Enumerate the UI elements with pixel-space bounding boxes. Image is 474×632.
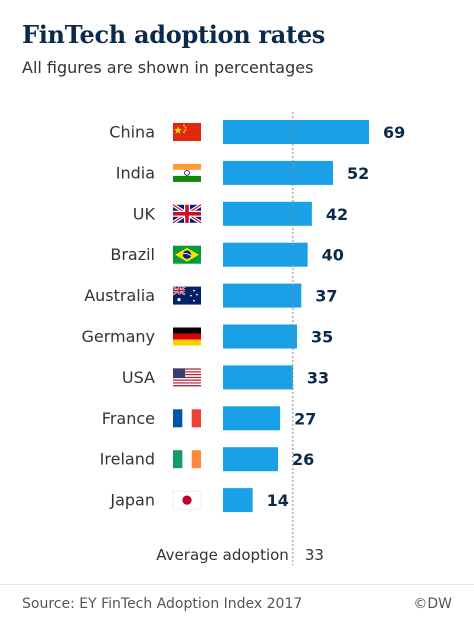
value-label: 52 bbox=[347, 164, 369, 183]
category-label: Brazil bbox=[110, 245, 155, 264]
value-label: 40 bbox=[322, 246, 344, 265]
value-label: 37 bbox=[315, 287, 337, 306]
value-label: 14 bbox=[267, 491, 289, 510]
bar bbox=[223, 447, 279, 472]
bar bbox=[223, 242, 308, 267]
france-flag-icon bbox=[173, 409, 201, 428]
usa-flag-icon bbox=[173, 368, 201, 387]
uk-flag-icon bbox=[172, 203, 202, 225]
category-label: India bbox=[116, 163, 155, 182]
value-label: 35 bbox=[311, 328, 333, 347]
category-label: France bbox=[102, 409, 155, 428]
chart-subtitle: All figures are shown in percentages bbox=[22, 58, 314, 77]
bar bbox=[223, 160, 334, 185]
average-label: Average adoption bbox=[156, 546, 289, 564]
category-label: Germany bbox=[81, 327, 155, 346]
bar bbox=[223, 201, 312, 226]
bar bbox=[223, 365, 293, 390]
bar bbox=[223, 488, 253, 513]
brazil-flag-icon bbox=[173, 245, 201, 264]
bar bbox=[223, 406, 281, 431]
bar bbox=[223, 120, 369, 144]
category-label: Japan bbox=[109, 491, 155, 510]
value-label: 27 bbox=[294, 409, 316, 428]
source-note: Source: EY FinTech Adoption Index 2017 bbox=[22, 596, 303, 612]
value-label: 26 bbox=[292, 450, 314, 469]
footer-divider bbox=[0, 584, 474, 585]
category-label: USA bbox=[122, 368, 155, 387]
chart-title: FinTech adoption rates bbox=[22, 20, 325, 49]
category-label: UK bbox=[133, 204, 156, 223]
value-label: 69 bbox=[383, 123, 405, 142]
bar bbox=[223, 283, 302, 308]
value-label: 33 bbox=[307, 368, 329, 387]
category-label: Ireland bbox=[100, 450, 155, 469]
australia-flag-icon bbox=[172, 285, 201, 305]
bar bbox=[223, 324, 298, 349]
japan-flag-icon bbox=[172, 490, 202, 510]
china-flag-icon bbox=[173, 123, 201, 141]
category-label: Australia bbox=[84, 286, 155, 305]
ireland-flag-icon bbox=[173, 450, 201, 469]
average-value: 33 bbox=[305, 546, 324, 564]
value-label: 42 bbox=[326, 205, 348, 224]
category-label: China bbox=[109, 123, 155, 142]
credit-note: ©DW bbox=[413, 596, 452, 612]
germany-flag-icon bbox=[173, 327, 201, 346]
india-flag-icon bbox=[173, 163, 201, 182]
